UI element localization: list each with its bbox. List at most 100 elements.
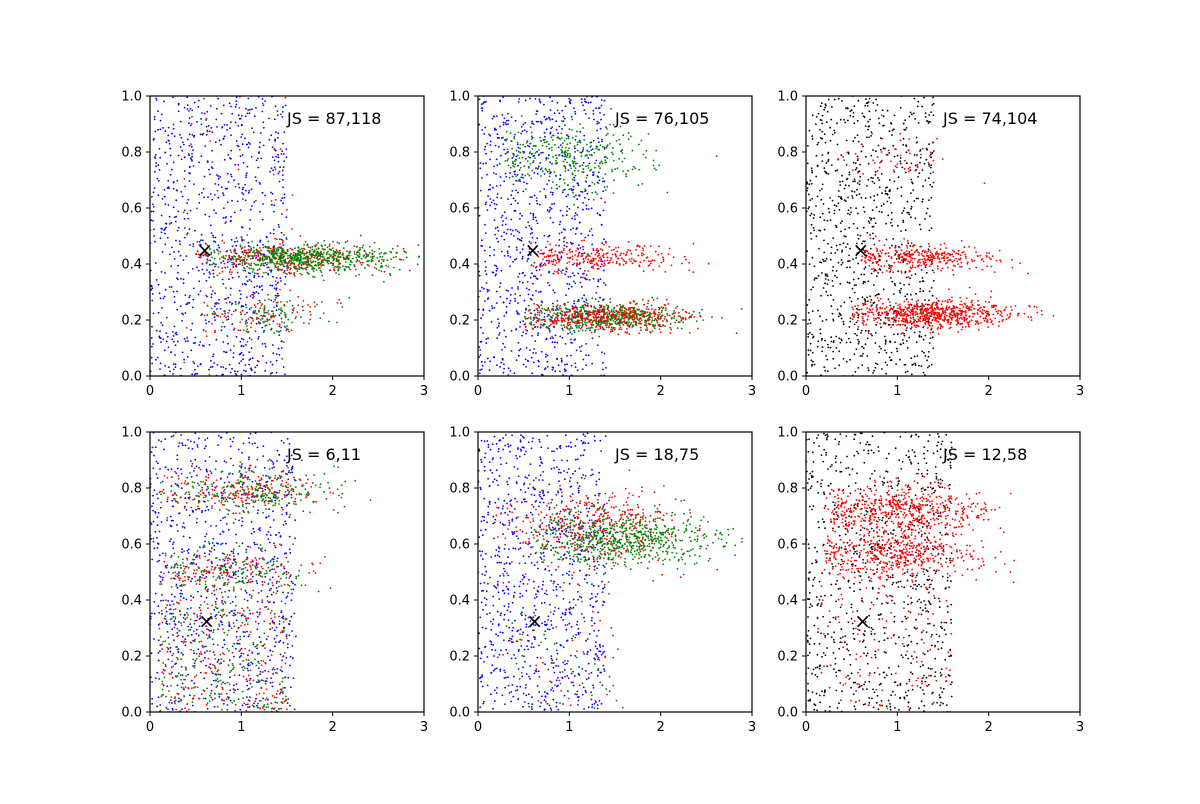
data-point [533,172,535,174]
data-point [574,170,576,172]
data-point [504,255,506,257]
data-point [281,213,283,215]
data-point [807,333,809,335]
data-point [387,259,389,261]
data-point [928,199,930,201]
data-point [626,321,628,323]
data-point [189,166,191,168]
data-point [524,175,526,177]
data-point [235,245,237,247]
data-point [603,253,605,255]
data-point [900,288,902,290]
data-point [841,318,843,320]
data-point [663,307,665,309]
data-point [829,197,831,199]
data-point [535,98,537,100]
data-point [572,321,574,323]
data-point [500,176,502,178]
data-point [550,109,552,111]
data-point [303,244,305,246]
data-point [383,281,385,283]
data-point [566,162,568,164]
data-point [496,238,498,240]
data-point [572,137,574,139]
data-point [237,125,239,127]
data-point [584,311,586,313]
data-point [502,220,504,222]
data-point [662,256,664,258]
data-point [319,317,321,319]
y-tick-label: 1.0 [121,90,142,105]
data-point [349,252,351,254]
data-point [585,325,587,327]
data-point [552,261,554,263]
data-point [248,318,250,320]
data-point [177,211,179,213]
data-point [577,141,579,143]
data-point [484,261,486,263]
data-point [418,256,420,258]
data-point [217,364,219,366]
data-point [665,271,667,273]
data-point [520,167,522,169]
data-point [667,314,669,316]
data-point [257,244,259,246]
data-point [568,98,570,100]
data-point [486,289,488,291]
data-point [164,203,166,205]
data-point [623,310,625,312]
data-point [254,304,256,306]
data-point [269,171,271,173]
data-point [505,122,507,124]
data-point [206,335,208,337]
data-point [653,320,655,322]
data-point [604,186,606,188]
data-point [678,312,680,314]
data-point [485,203,487,205]
data-point [531,121,533,123]
data-point [231,314,233,316]
data-point [571,317,573,319]
data-point [928,365,930,367]
data-point [587,253,589,255]
data-point [358,260,360,262]
data-point [481,103,483,105]
data-point [596,145,598,147]
data-point [250,258,252,260]
data-point [277,263,279,265]
data-point [563,241,565,243]
data-point [617,334,619,336]
data-point [255,330,257,332]
data-point [539,162,541,164]
data-point [549,331,551,333]
data-point [305,269,307,271]
data-point [628,132,630,134]
data-point [821,160,823,162]
data-point [602,255,604,257]
data-point [245,370,247,372]
data-point [627,317,629,319]
data-point [236,237,238,239]
data-point [221,313,223,315]
data-point [242,154,244,156]
data-point [549,97,551,99]
data-point [600,317,602,319]
data-point [281,310,283,312]
data-point [317,264,319,266]
data-point [244,184,246,186]
data-point [554,341,556,343]
data-point [273,332,275,334]
series [505,108,743,335]
data-point [657,254,659,256]
data-point [857,317,859,319]
data-point [320,262,322,264]
data-point [278,331,280,333]
data-point [591,261,593,263]
data-point [615,310,617,312]
data-point [621,322,623,324]
data-point [587,270,589,272]
data-point [212,366,214,368]
data-point [847,213,849,215]
data-point [564,245,566,247]
data-point [582,330,584,332]
